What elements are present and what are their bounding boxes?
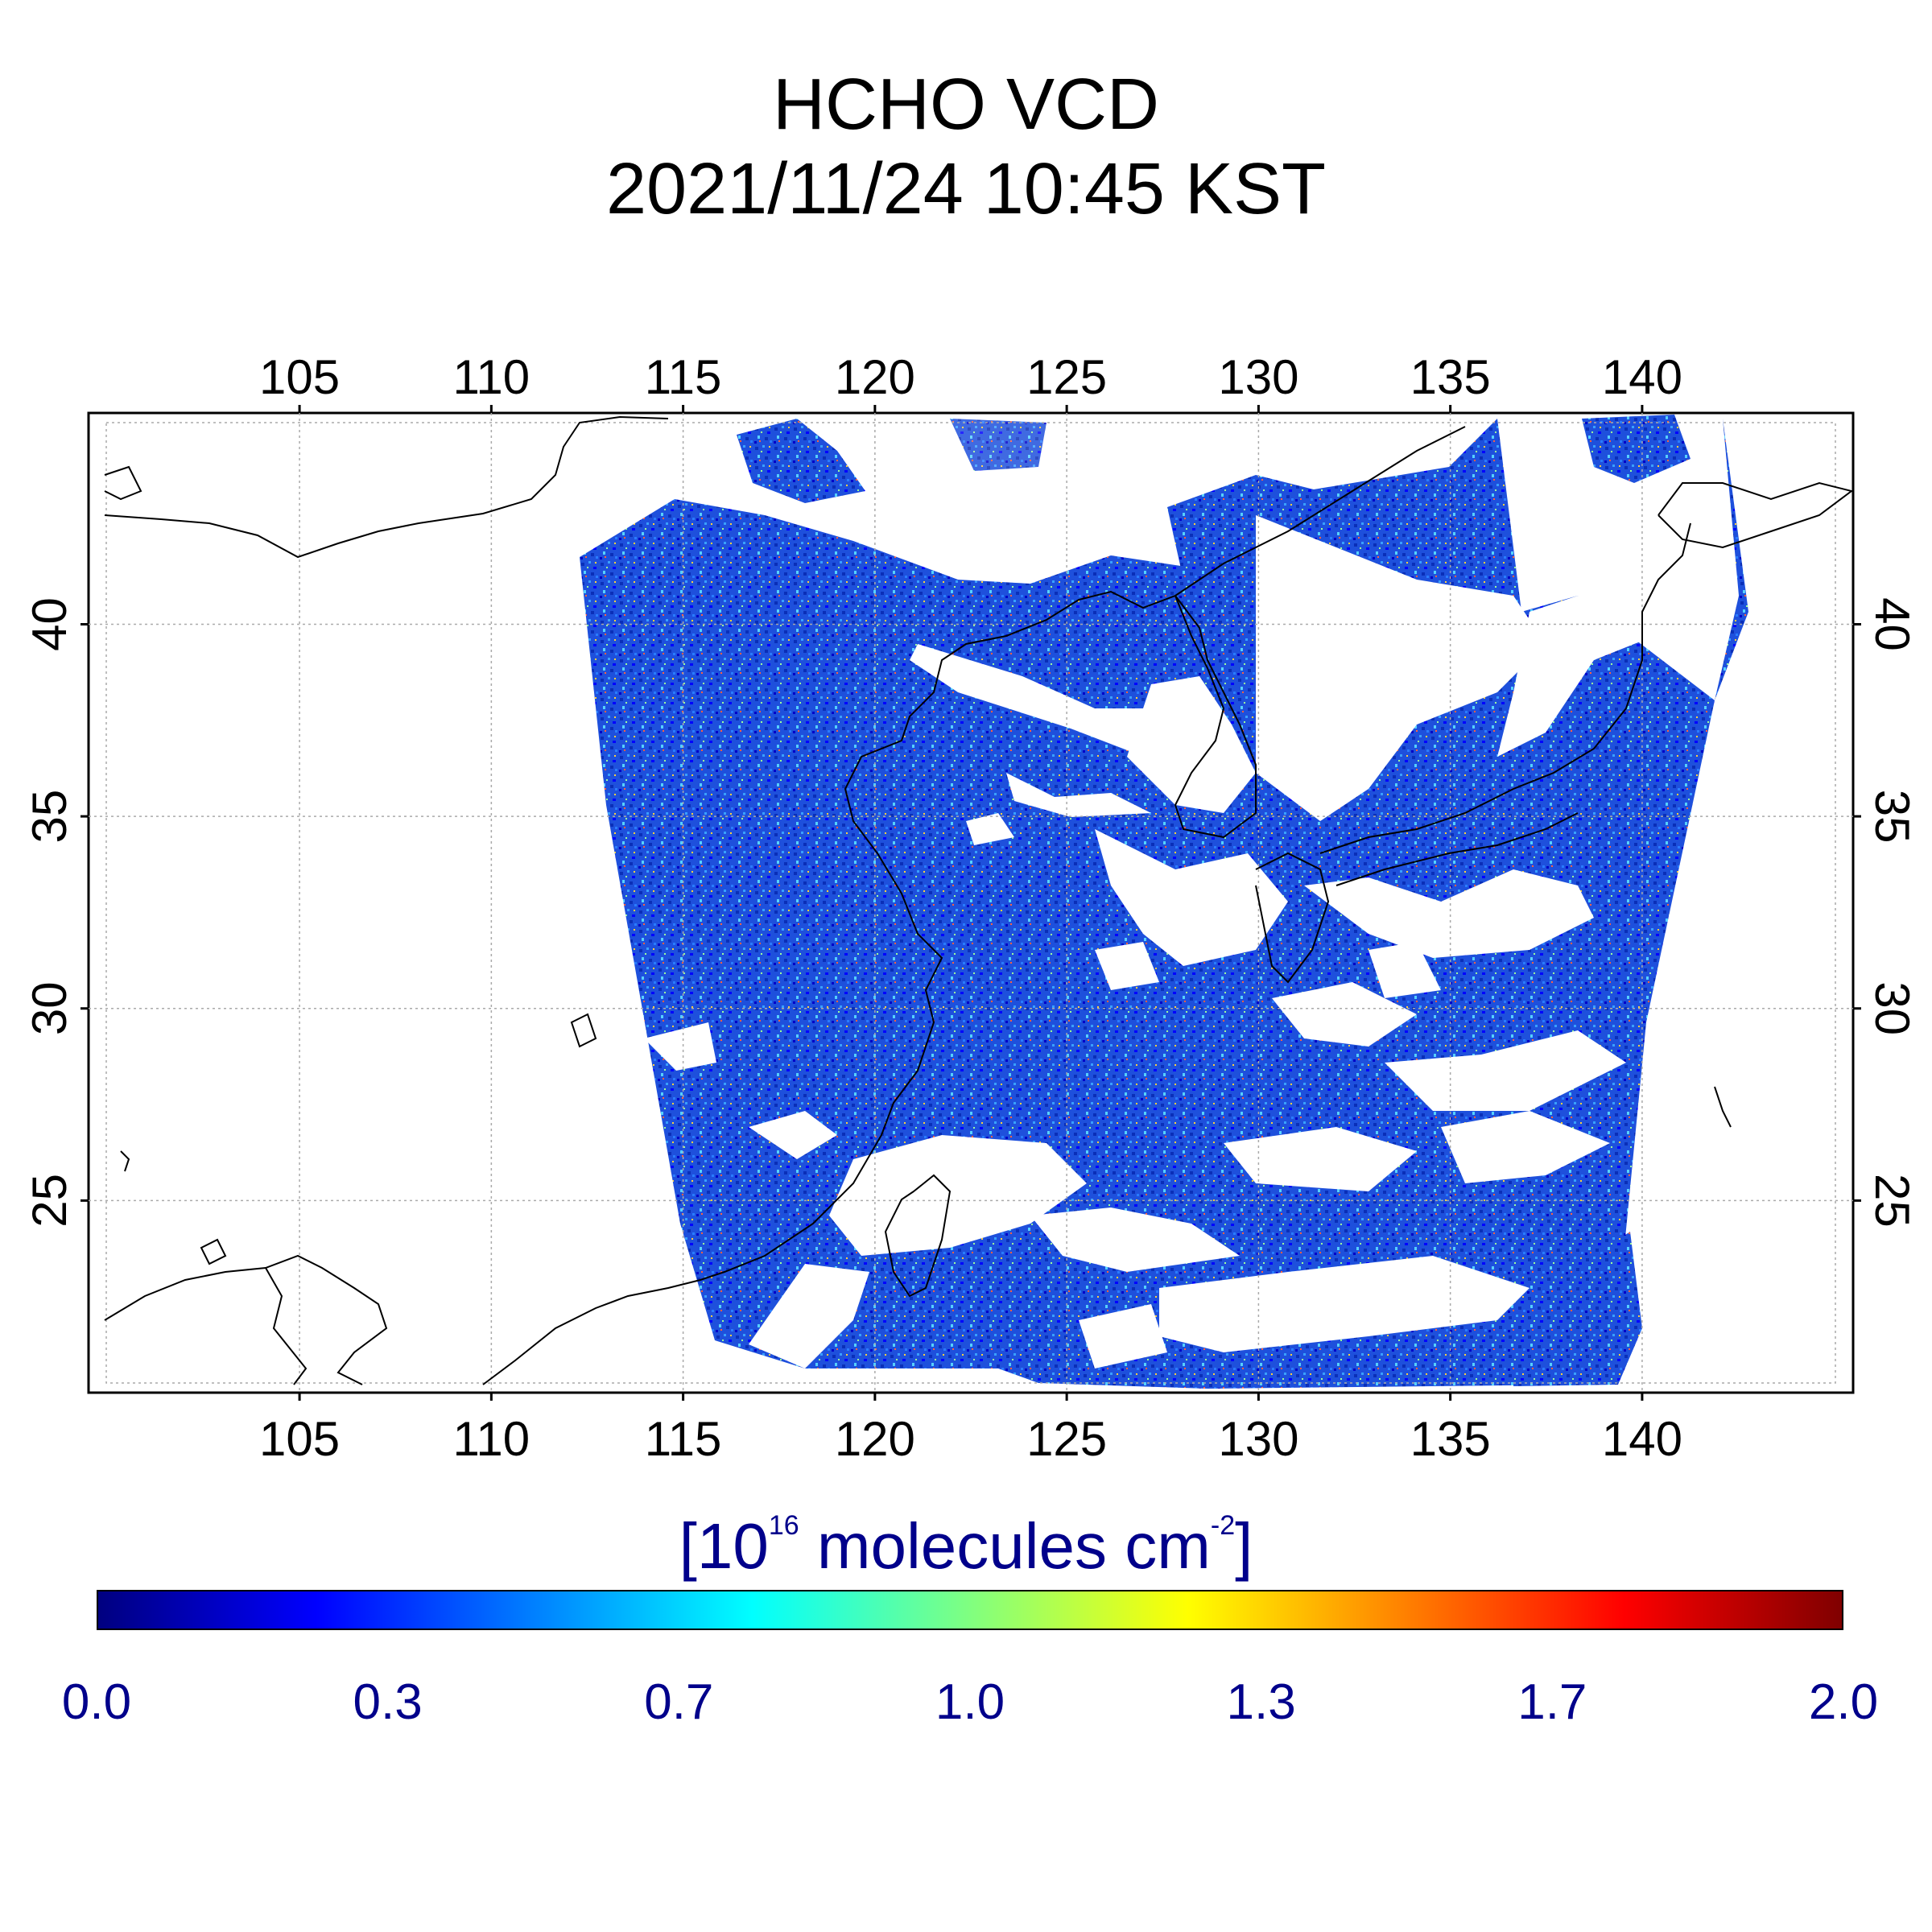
- colorbar-tick-label: 1.0: [935, 1674, 1005, 1730]
- coastlines: [104, 415, 1853, 1385]
- lon-tick-label-bottom: 130: [1218, 1412, 1298, 1466]
- lat-tick-label-right: 40: [1865, 597, 1919, 651]
- lon-tick-label-top: 135: [1410, 350, 1491, 404]
- axis-tick-labels: 105 105 110 110 115 115 120 120 125 125 130 130 135 1…: [23, 350, 1919, 1466]
- lon-tick-label-bottom: 120: [835, 1412, 915, 1466]
- lon-tick-label-top: 130: [1218, 350, 1298, 404]
- lon-tick-label-top: 110: [453, 350, 530, 404]
- lat-tick-label-right: 35: [1865, 790, 1919, 844]
- lon-tick-label-bottom: 135: [1410, 1412, 1491, 1466]
- lat-tick-label-left: 40: [23, 597, 76, 651]
- lon-tick-label-top: 120: [835, 350, 915, 404]
- lat-tick-label-right: 25: [1865, 1174, 1919, 1228]
- lat-tick-label-left: 35: [23, 790, 76, 844]
- colorbar-tick-label: 0.0: [61, 1674, 132, 1730]
- lat-tick-label-left: 30: [23, 981, 76, 1035]
- lon-tick-label-top: 125: [1026, 350, 1107, 404]
- lon-tick-label-bottom: 110: [453, 1412, 530, 1466]
- lon-tick-label-top: 115: [645, 350, 722, 404]
- lat-tick-label-right: 30: [1865, 981, 1919, 1035]
- lon-tick-label-bottom: 140: [1602, 1412, 1682, 1466]
- map-gridlines: [89, 413, 1853, 1393]
- lon-tick-label-bottom: 115: [645, 1412, 722, 1466]
- map-subtitle-datetime: 2021/11/24 10:45 KST: [605, 149, 1327, 229]
- lon-tick-label-bottom: 105: [259, 1412, 340, 1466]
- lon-tick-label-bottom: 125: [1026, 1412, 1107, 1466]
- colorbar-unit-label: [1016 molecules cm-2]: [679, 1510, 1253, 1582]
- colorbar-tick-label: 0.7: [644, 1674, 714, 1730]
- map-title: HCHO VCD: [772, 64, 1159, 145]
- colorbar-tick-label: 2.0: [1808, 1674, 1879, 1730]
- lon-tick-label-top: 140: [1602, 350, 1682, 404]
- lat-tick-label-left: 25: [23, 1174, 76, 1228]
- colorbar-tick-label: 1.7: [1517, 1674, 1587, 1730]
- colorbar-tick-label: 1.3: [1226, 1674, 1296, 1730]
- colorbar: [97, 1590, 1843, 1630]
- cloud-gaps: [644, 515, 1674, 1368]
- colorbar-tick-label: 0.3: [353, 1674, 423, 1730]
- axis-ticks: [80, 405, 1861, 1401]
- lon-tick-label-top: 105: [259, 350, 340, 404]
